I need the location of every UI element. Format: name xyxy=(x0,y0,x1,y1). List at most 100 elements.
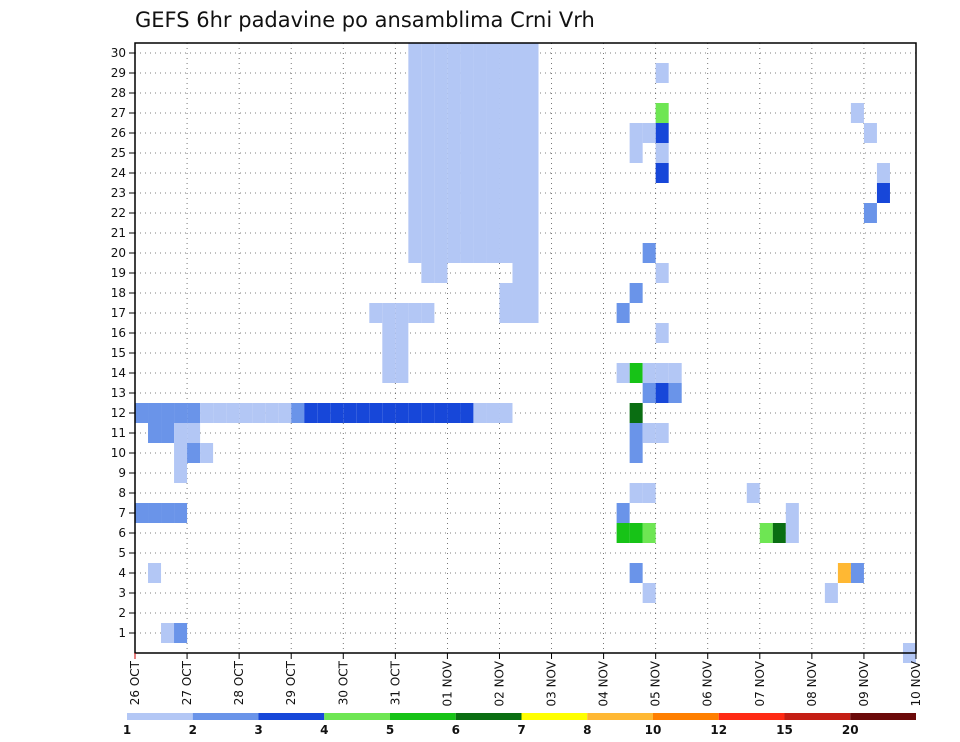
precip-cell xyxy=(499,303,513,323)
precip-cell xyxy=(395,363,409,383)
precip-cell xyxy=(525,183,539,203)
legend-level-label: 10 xyxy=(645,723,662,737)
precip-cell xyxy=(824,583,838,603)
precip-cell xyxy=(629,363,643,383)
precip-cell xyxy=(447,183,461,203)
precip-cell xyxy=(525,103,539,123)
precip-cell xyxy=(447,243,461,263)
precip-cell xyxy=(655,63,669,83)
precip-cell xyxy=(486,43,500,63)
precip-cell xyxy=(629,123,643,143)
precip-cell xyxy=(525,143,539,163)
y-tick-label: 29 xyxy=(111,66,126,80)
precip-cell xyxy=(876,163,890,183)
precip-cell xyxy=(330,403,344,423)
precip-cell xyxy=(525,243,539,263)
precip-cell xyxy=(525,123,539,143)
precip-cell xyxy=(486,143,500,163)
precip-cell xyxy=(499,183,513,203)
precip-cell xyxy=(473,143,487,163)
precip-cell xyxy=(421,63,435,83)
x-tick-label: 01 NOV xyxy=(440,660,454,706)
y-tick-label: 30 xyxy=(111,46,126,60)
plot-frame xyxy=(134,42,917,654)
legend-level-label: 15 xyxy=(776,723,793,737)
legend-level-label: 6 xyxy=(452,723,460,737)
precip-cell xyxy=(655,323,669,343)
precip-cell xyxy=(187,443,201,463)
precip-cell xyxy=(447,103,461,123)
precip-cell xyxy=(473,203,487,223)
precip-cell xyxy=(499,83,513,103)
precip-cell xyxy=(512,43,526,63)
precip-cell xyxy=(239,403,253,423)
precip-cell xyxy=(655,363,669,383)
precip-cell xyxy=(434,83,448,103)
y-tick-label: 19 xyxy=(111,266,126,280)
x-tick-label: 28 OCT xyxy=(232,660,246,705)
precip-cell xyxy=(876,183,890,203)
precip-cell xyxy=(473,223,487,243)
precip-cell xyxy=(408,143,422,163)
precip-cell xyxy=(460,203,474,223)
legend-swatch xyxy=(587,713,653,720)
precip-cell xyxy=(421,303,435,323)
precip-cell xyxy=(408,43,422,63)
y-tick-label: 7 xyxy=(118,506,126,520)
precip-cell xyxy=(408,63,422,83)
x-tick-label: 02 NOV xyxy=(492,660,506,706)
precip-cell xyxy=(421,263,435,283)
precip-cell xyxy=(135,503,149,523)
precip-cell xyxy=(434,243,448,263)
y-tick-label: 28 xyxy=(111,86,126,100)
y-tick-label: 16 xyxy=(111,326,126,340)
y-tick-label: 3 xyxy=(118,586,126,600)
precip-cell xyxy=(434,203,448,223)
x-tick-label: 06 NOV xyxy=(701,660,715,706)
precip-cell xyxy=(486,183,500,203)
precip-cell xyxy=(174,423,188,443)
precip-cell xyxy=(421,223,435,243)
precip-cell xyxy=(850,563,864,583)
precip-cell xyxy=(460,123,474,143)
precip-cell xyxy=(395,403,409,423)
precip-cell xyxy=(382,363,396,383)
precip-cell xyxy=(382,343,396,363)
precip-cell xyxy=(655,103,669,123)
precip-cell xyxy=(512,163,526,183)
precip-cell xyxy=(473,103,487,123)
precip-cell xyxy=(642,423,656,443)
precip-cell xyxy=(421,123,435,143)
precip-cell xyxy=(668,383,682,403)
precip-cell xyxy=(499,243,513,263)
x-tick-label: 08 NOV xyxy=(805,660,819,706)
x-tick-label: 31 OCT xyxy=(388,660,402,705)
precip-cell xyxy=(460,163,474,183)
precip-cell xyxy=(434,103,448,123)
legend-level-label: 5 xyxy=(386,723,394,737)
precip-cell xyxy=(486,103,500,123)
precip-cell xyxy=(148,503,162,523)
precip-cell xyxy=(161,423,175,443)
precip-cell xyxy=(343,403,357,423)
precip-cell xyxy=(421,403,435,423)
precip-cell xyxy=(512,223,526,243)
legend-swatch xyxy=(718,713,785,720)
precip-cell xyxy=(395,323,409,343)
x-tick-label: 07 NOV xyxy=(753,660,767,706)
precip-cell xyxy=(499,203,513,223)
precip-cell xyxy=(499,403,513,423)
precip-cell xyxy=(772,523,786,543)
precip-cell xyxy=(382,403,396,423)
precip-cell xyxy=(200,443,214,463)
precip-cell xyxy=(317,403,331,423)
precip-cell xyxy=(460,43,474,63)
precip-cell xyxy=(447,143,461,163)
precip-cell xyxy=(213,403,227,423)
precip-cell xyxy=(369,403,383,423)
precip-cell xyxy=(616,363,630,383)
precip-cell xyxy=(863,123,877,143)
y-tick-label: 27 xyxy=(111,106,126,120)
precipitation-cells xyxy=(135,43,916,663)
